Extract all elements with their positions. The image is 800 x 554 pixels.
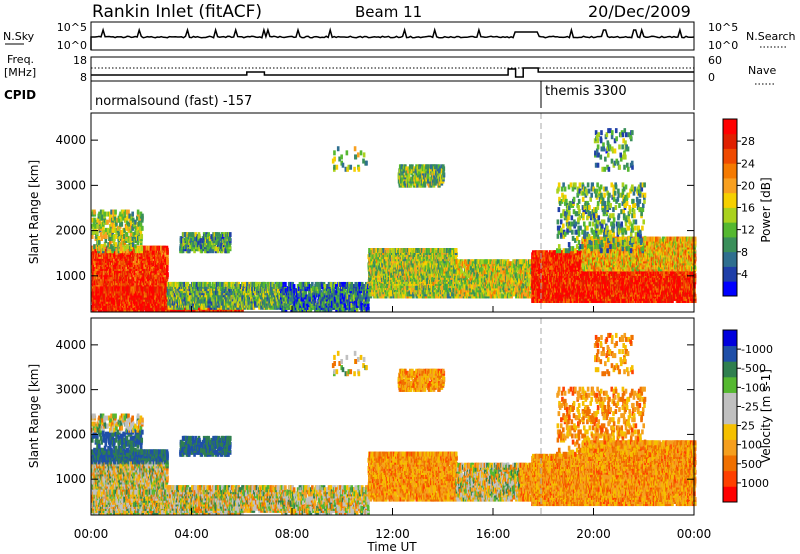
nsky-panel: N.Sky 10^5 10^0 10^5 10^0 N.Search [3,21,796,52]
nave-tick-top: 60 [708,54,722,67]
power-cell [192,232,195,237]
power-cell [141,214,144,219]
power-cell [106,220,109,225]
cpid-mode-normalsound: normalsound (fast) -157 [95,94,252,109]
nsky-tick-top: 10^5 [57,21,87,34]
nsearch-tick-bottom: 10^0 [708,39,738,52]
power-cell [284,282,287,287]
nsky-trace [91,30,694,50]
freq-panel: Freq. [MHz] 18 8 60 0 Nave [4,53,776,84]
cpid-panel: CPID normalsound (fast) -157 themis 3300 [4,81,694,110]
nsearch-label: N.Search [746,30,796,43]
nsearch-tick-top: 10^5 [708,21,738,34]
station-title: Rankin Inlet (fitACF) [92,2,262,22]
date-title: 20/Dec/2009 [588,2,691,21]
power-cell [103,212,106,217]
power-cell [229,232,232,237]
cpid-mode-themis: themis 3300 [545,84,627,99]
power-cell [141,246,144,251]
power-cell [354,282,357,287]
freq-tick-top: 18 [73,54,87,67]
power-cell [140,234,143,239]
radar-summary-plot: Rankin Inlet (fitACF) Beam 11 20/Dec/200… [0,0,800,554]
power-cell [293,284,296,289]
power-cell [93,244,96,249]
cpid-label: CPID [4,88,36,102]
power-cell [121,222,124,227]
power-cell [93,218,96,223]
power-cell [114,210,117,215]
freq-trace [91,68,694,77]
beam-title: Beam 11 [355,3,422,21]
power-cell [93,210,96,215]
power-cell [137,210,140,215]
nsky-label: N.Sky [3,30,35,43]
nave-label: Nave [748,64,776,77]
power-cell [166,246,169,251]
power-heatmap [91,128,697,312]
freq-label: Freq. [7,53,34,66]
nsky-tick-bottom: 10^0 [57,39,87,52]
power-cell [141,226,144,231]
freq-tick-bottom: 8 [80,71,87,84]
power-cell [131,212,134,217]
nave-tick-bottom: 0 [708,71,715,84]
freq-unit-label: [MHz] [4,66,36,79]
